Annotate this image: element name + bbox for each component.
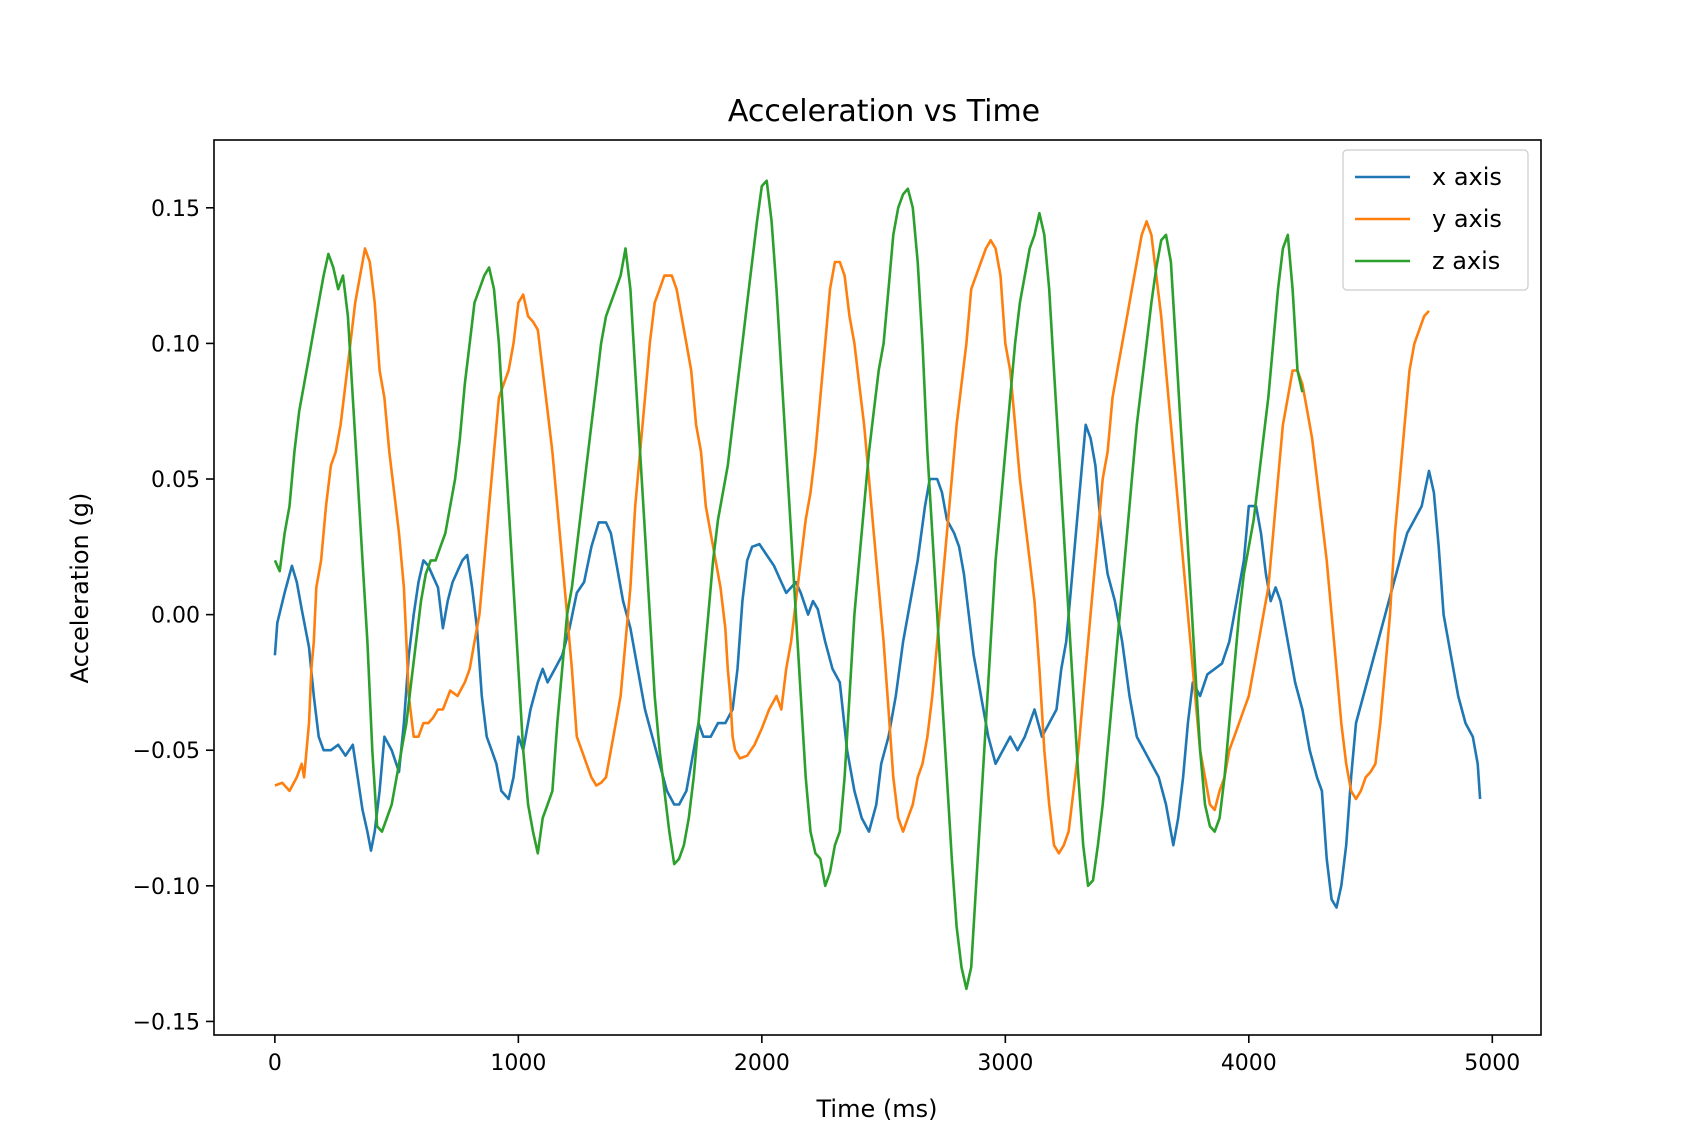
- x-tick-label: 4000: [1221, 1051, 1277, 1076]
- y-tick-label: −0.05: [133, 739, 200, 764]
- x-axis: 0 1000 2000 3000 4000 5000: [268, 1035, 1520, 1076]
- x-axis-label: Time (ms): [816, 1095, 938, 1123]
- y-axis-label: Acceleration (g): [66, 493, 94, 684]
- y-tick-label: 0.05: [151, 468, 200, 493]
- y-axis: −0.15 −0.10 −0.05 0.00 0.05 0.10 0.15: [133, 197, 214, 1035]
- x-tick-label: 2000: [734, 1051, 790, 1076]
- y-tick-label: 0.10: [151, 332, 200, 357]
- x-tick-label: 1000: [490, 1051, 546, 1076]
- y-tick-label: 0.15: [151, 197, 200, 222]
- legend: x axis y axis z axis: [1342, 149, 1529, 291]
- series-line-3: [273, 179, 1304, 991]
- legend-label: z axis: [1432, 247, 1500, 275]
- x-tick-label: 3000: [977, 1051, 1033, 1076]
- y-tick-label: −0.10: [133, 875, 200, 900]
- y-tick-label: 0.00: [151, 604, 200, 629]
- y-tick-label: −0.15: [133, 1010, 200, 1035]
- legend-label: x axis: [1432, 163, 1502, 191]
- x-tick-label: 0: [268, 1051, 282, 1076]
- series-line-1: [273, 423, 1482, 909]
- x-tick-label: 5000: [1464, 1051, 1520, 1076]
- legend-box: [1342, 149, 1529, 291]
- series-layer: [273, 179, 1482, 991]
- chart-title: Acceleration vs Time: [728, 94, 1040, 129]
- plot-frame: [213, 139, 1542, 1036]
- series-line-2: [274, 220, 1430, 855]
- legend-label: y axis: [1432, 205, 1502, 233]
